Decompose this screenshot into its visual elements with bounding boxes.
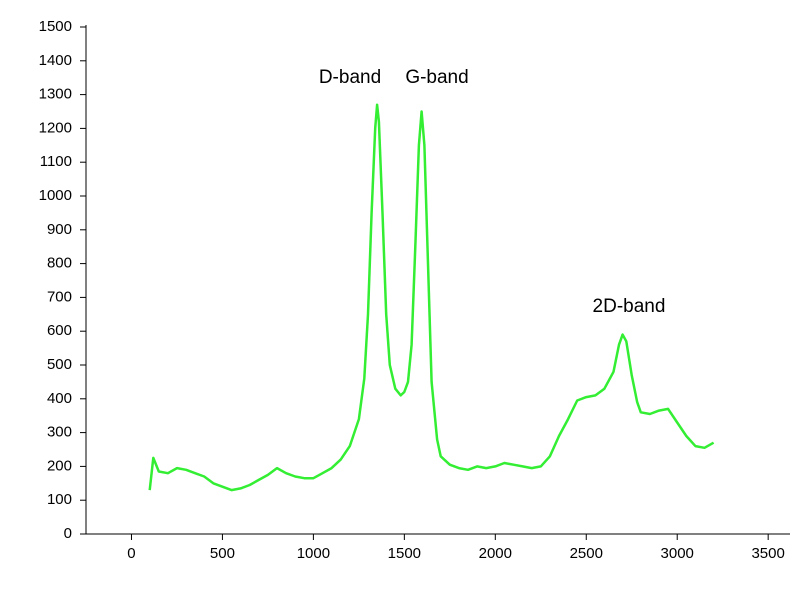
y-tick-label: 800 — [47, 255, 72, 272]
y-tick-label: 0 — [64, 525, 72, 542]
peak-annotation: 2D-band — [593, 296, 666, 317]
y-tick-label: 200 — [47, 457, 72, 474]
x-tick-label: 0 — [127, 545, 135, 562]
y-tick-label: 600 — [47, 322, 72, 339]
y-tick-label: 1100 — [40, 153, 72, 170]
x-tick-label: 3500 — [751, 545, 784, 562]
peak-annotation: G-band — [405, 67, 468, 88]
y-tick-label: 100 — [47, 491, 72, 508]
x-tick-label: 2500 — [570, 545, 603, 562]
y-tick-label: 1500 — [39, 18, 72, 35]
x-tick-label: 3000 — [661, 545, 694, 562]
y-tick-label: 300 — [47, 424, 72, 441]
x-tick-label: 500 — [210, 545, 235, 562]
y-tick-label: 1200 — [39, 119, 72, 136]
x-tick-label: 1500 — [388, 545, 421, 562]
y-tick-label: 1400 — [39, 52, 72, 69]
peak-annotation: D-band — [319, 67, 381, 88]
y-tick-label: 400 — [47, 390, 72, 407]
spectrum-line — [148, 103, 715, 492]
x-tick-label: 1000 — [297, 545, 330, 562]
y-tick-label: 1000 — [39, 187, 72, 204]
y-tick-label: 1300 — [39, 86, 72, 103]
y-tick-label: 900 — [47, 221, 72, 238]
x-tick-label: 2000 — [479, 545, 512, 562]
y-tick-label: 500 — [47, 356, 72, 373]
y-tick-label: 700 — [47, 288, 72, 305]
